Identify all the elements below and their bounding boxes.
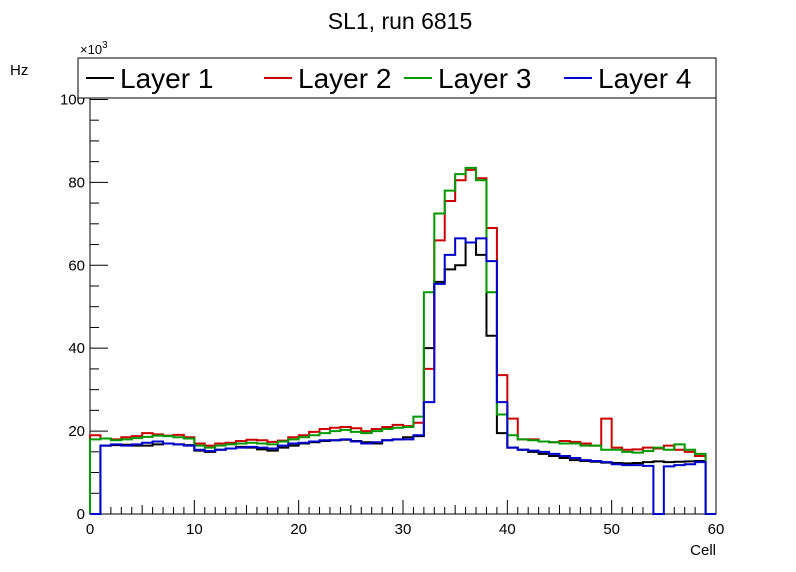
legend-label: Layer 2	[298, 63, 391, 94]
y-tick-label: 60	[68, 257, 85, 274]
y-tick-label: 20	[68, 423, 85, 440]
x-tick-label: 20	[290, 521, 307, 538]
x-tick-label: 50	[603, 521, 620, 538]
series-line-3	[89, 166, 716, 515]
legend-box	[77, 57, 717, 99]
y-multiplier-base: ×10	[80, 42, 102, 57]
legend-entry-3: Layer 3	[404, 63, 531, 94]
y-tick-label: 0	[77, 506, 85, 523]
legend-label: Layer 4	[598, 63, 691, 94]
y-tick-label: 40	[68, 340, 85, 357]
x-tick-label: 40	[499, 521, 516, 538]
series-layer	[89, 166, 716, 515]
legend: Layer 1 Layer 2 Layer 3 Layer 4	[77, 57, 717, 99]
x-tick-label: 30	[395, 521, 412, 538]
legend-entry-2: Layer 2	[264, 63, 391, 94]
y-axis-multiplier: ×103	[80, 40, 108, 57]
series-line-4	[90, 237, 716, 515]
series-line-2	[89, 168, 716, 515]
chart-title: SL1, run 6815	[328, 8, 473, 34]
legend-label: Layer 3	[438, 63, 531, 94]
x-tick-label: 10	[186, 521, 203, 538]
legend-entry-1: Layer 1	[86, 63, 213, 94]
y-axis-label: Hz	[10, 62, 28, 79]
legend-entry-4: Layer 4	[564, 63, 691, 94]
series-line-1	[90, 241, 716, 515]
x-axis-label: Cell	[690, 542, 716, 559]
y-tick-label: 80	[68, 174, 85, 191]
legend-label: Layer 1	[120, 63, 213, 94]
y-multiplier-exp: 3	[102, 40, 108, 51]
x-tick-label: 0	[86, 521, 94, 538]
legend-items: Layer 1 Layer 2 Layer 3 Layer 4	[86, 63, 691, 94]
x-tick-label: 60	[708, 521, 725, 538]
